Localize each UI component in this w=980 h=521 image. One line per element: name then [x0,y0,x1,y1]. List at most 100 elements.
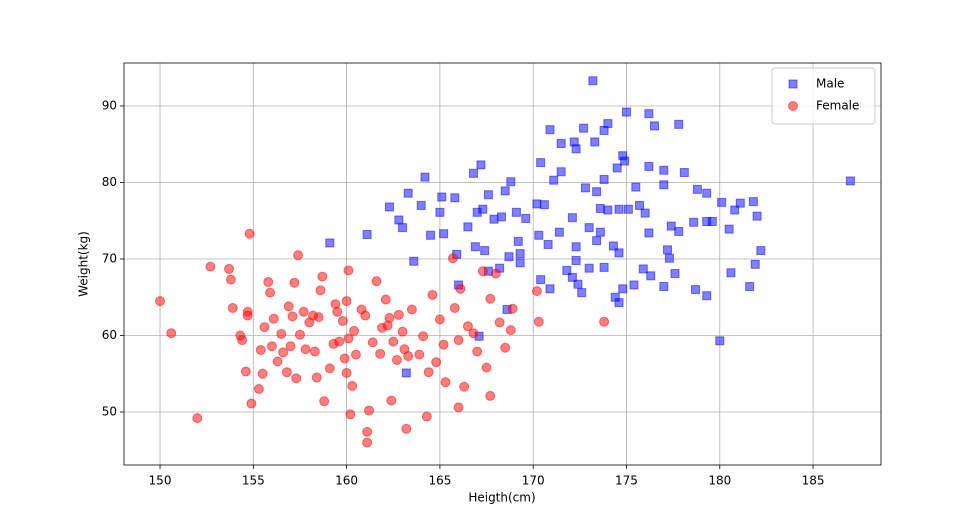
point [521,213,531,223]
point [431,357,442,368]
point [505,325,516,336]
point [483,190,493,200]
point [534,230,544,240]
point [515,249,525,259]
x-tick-label: 170 [522,474,545,488]
point [362,437,373,448]
point [259,322,270,333]
point [663,245,673,255]
point [532,199,542,209]
point [545,125,555,135]
point [317,271,328,282]
point [324,363,335,374]
point [472,346,483,357]
point [545,284,555,294]
point [385,202,395,212]
point [237,335,248,346]
point [427,289,438,300]
point [640,208,650,218]
point [549,175,559,185]
point [334,336,345,347]
point [635,200,645,210]
point [401,368,411,378]
point [478,204,488,214]
point [612,163,622,173]
point [434,314,445,325]
point [631,182,641,192]
point [341,296,352,307]
point [462,321,473,332]
x-tick-label: 175 [615,474,638,488]
point [629,280,639,290]
point [644,109,654,119]
point [281,367,292,378]
point [539,200,549,210]
point [726,268,736,278]
point [556,138,566,148]
legend-marker [788,101,798,111]
x-axis-label: Heigth(cm) [468,491,535,505]
legend-frame [771,67,876,125]
point [599,316,610,327]
point [580,183,590,193]
point [470,242,480,252]
point [386,395,397,406]
point [283,301,294,312]
point [311,372,322,383]
point [756,246,766,256]
point [752,211,762,221]
point [391,354,402,365]
point [272,356,283,367]
point [343,265,354,276]
point [455,283,466,294]
point [476,160,486,170]
point [337,315,348,326]
point [315,285,326,296]
point [268,313,279,324]
point [276,328,287,339]
point [506,177,516,187]
point [362,230,372,240]
point [394,215,404,225]
point [227,302,238,313]
point [562,265,572,275]
point [507,303,518,314]
y-tick-label: 90 [102,98,117,112]
point [349,325,360,336]
x-tick-label: 165 [428,474,451,488]
x-tick-label: 150 [149,474,172,488]
point [579,123,589,133]
point [242,310,253,321]
point [435,207,445,217]
point [511,207,521,217]
point [536,275,546,285]
point [244,228,255,239]
point [468,168,478,178]
point [618,284,628,294]
point [745,282,755,292]
point [531,286,542,297]
point [449,302,460,313]
point [339,353,350,364]
point [608,241,618,251]
point [664,253,674,263]
point [571,144,581,154]
point [438,339,449,350]
point [496,212,506,222]
point [620,156,630,166]
point [345,409,356,420]
point [707,217,717,227]
x-tick-label: 160 [335,474,358,488]
point [494,317,505,328]
point [225,274,236,285]
point [515,258,525,268]
point [453,402,464,413]
point [278,347,289,358]
point [255,345,266,356]
point [702,291,712,301]
point [595,227,605,237]
point [309,346,320,357]
point [610,292,620,302]
point [489,214,499,224]
point [263,276,274,287]
